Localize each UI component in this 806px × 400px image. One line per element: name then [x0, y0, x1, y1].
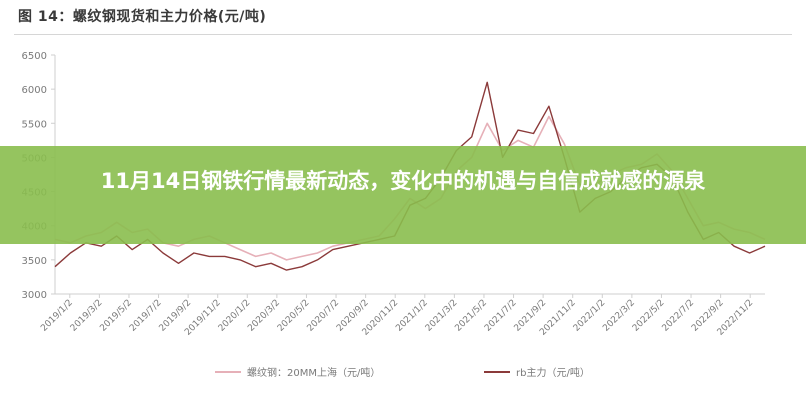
y-tick-label: 6000 — [22, 85, 47, 96]
title-divider — [14, 34, 792, 35]
y-tick-label: 6500 — [22, 51, 47, 62]
headline-text: 11月14日钢铁行情最新动态，变化中的机遇与自信成就感的源泉 — [100, 169, 706, 193]
y-tick-label: 3000 — [22, 290, 47, 301]
legend-label: 螺纹钢：20MM上海（元/吨） — [247, 366, 380, 379]
figure-title: 图 14：螺纹钢现货和主力价格(元/吨) — [18, 9, 267, 25]
legend: 螺纹钢：20MM上海（元/吨） rb主力（元/吨） — [215, 366, 590, 379]
x-axis: 2019/1/22019/3/22019/5/22019/7/22019/9/2… — [39, 293, 765, 338]
legend-label: rb主力（元/吨） — [516, 366, 590, 379]
y-tick-label: 3500 — [22, 256, 47, 267]
headline-banner — [0, 146, 806, 244]
y-tick-label: 5500 — [22, 119, 47, 130]
